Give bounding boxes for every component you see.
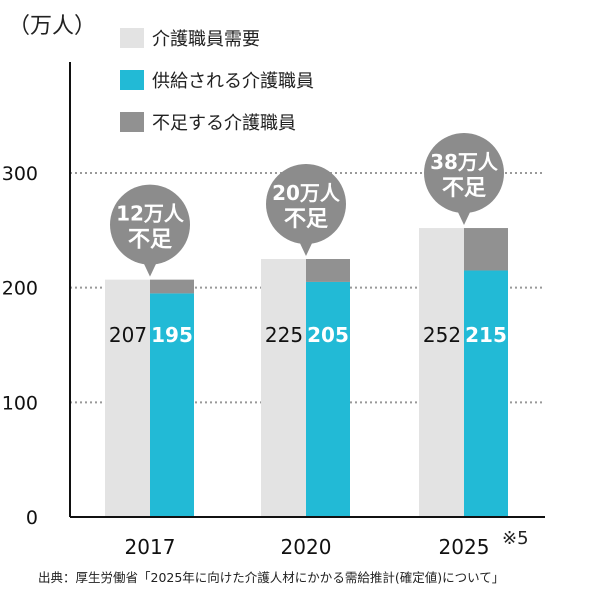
chart-legend: 介護職員需要 供給される介護職員 不足する介護職員 bbox=[120, 28, 314, 154]
y-tick-label-300: 300 bbox=[2, 163, 38, 185]
bar-supply-2020 bbox=[306, 281, 350, 517]
data-label-demand-2017: 207 bbox=[109, 323, 147, 347]
legend-swatch-demand bbox=[120, 28, 144, 48]
annotation-line1-2017: 12万人 bbox=[116, 202, 185, 226]
data-label-supply-2020: 205 bbox=[307, 323, 349, 347]
annotation-bubble-2025 bbox=[424, 133, 504, 226]
footnote-mark: ※5 bbox=[502, 528, 529, 549]
data-label-supply-2025: 215 bbox=[465, 323, 507, 347]
legend-swatch-shortage bbox=[120, 112, 144, 132]
annotation-line2-2017: 不足 bbox=[128, 228, 172, 253]
x-tick-label-2020: 2020 bbox=[281, 535, 332, 559]
legend-label-supply: 供給される介護職員 bbox=[152, 71, 314, 92]
annotation-bubble-circle-2025 bbox=[424, 133, 504, 214]
bar-supply-2017 bbox=[150, 293, 194, 517]
annotation-line1-2020: 20万人 bbox=[272, 181, 341, 205]
y-tick-label-0: 0 bbox=[26, 507, 38, 529]
legend-label-demand: 介護職員需要 bbox=[152, 29, 260, 50]
annotation-line2-2020: 不足 bbox=[284, 207, 328, 232]
legend-label-shortage: 不足する介護職員 bbox=[152, 113, 296, 134]
annotation-bubble-circle-2020 bbox=[266, 164, 346, 244]
annotation-line2-2025: 不足 bbox=[442, 176, 486, 201]
bar-demand-2025 bbox=[419, 228, 464, 518]
annotation-bubble-2017 bbox=[110, 184, 190, 277]
annotation-bubble-circle-2017 bbox=[110, 184, 190, 265]
y-tick-label-100: 100 bbox=[2, 392, 38, 414]
legend-item-demand: 介護職員需要 bbox=[120, 28, 314, 50]
y-tick-label-200: 200 bbox=[2, 278, 38, 300]
legend-item-shortage: 不足する介護職員 bbox=[120, 112, 314, 134]
x-tick-label-2017: 2017 bbox=[125, 535, 176, 559]
data-label-supply-2017: 195 bbox=[151, 323, 193, 347]
x-tick-label-2025: 2025 bbox=[439, 535, 490, 559]
annotation-bubble-pointer-2025 bbox=[456, 208, 472, 226]
annotation-bubble-pointer-2020 bbox=[298, 239, 314, 256]
annotation-bubble-2020 bbox=[266, 164, 346, 256]
source-citation: 出典：厚生労働省「2025年に向けた介護人材にかかる需給推計(確定値)について」 bbox=[38, 570, 505, 585]
legend-item-supply: 供給される介護職員 bbox=[120, 70, 314, 92]
bar-demand-2017 bbox=[105, 279, 150, 517]
y-axis-unit-label: （万人） bbox=[8, 14, 97, 39]
annotation-bubble-pointer-2017 bbox=[142, 259, 158, 277]
bar-shortage-2025 bbox=[464, 228, 508, 271]
bar-shortage-2020 bbox=[306, 259, 350, 282]
bar-demand-2020 bbox=[261, 259, 306, 517]
bar-supply-2025 bbox=[464, 270, 508, 517]
data-label-demand-2020: 225 bbox=[265, 323, 303, 347]
annotation-line1-2025: 38万人 bbox=[430, 150, 499, 174]
bar-shortage-2017 bbox=[150, 279, 194, 294]
legend-swatch-supply bbox=[120, 70, 144, 90]
data-label-demand-2025: 252 bbox=[423, 323, 461, 347]
